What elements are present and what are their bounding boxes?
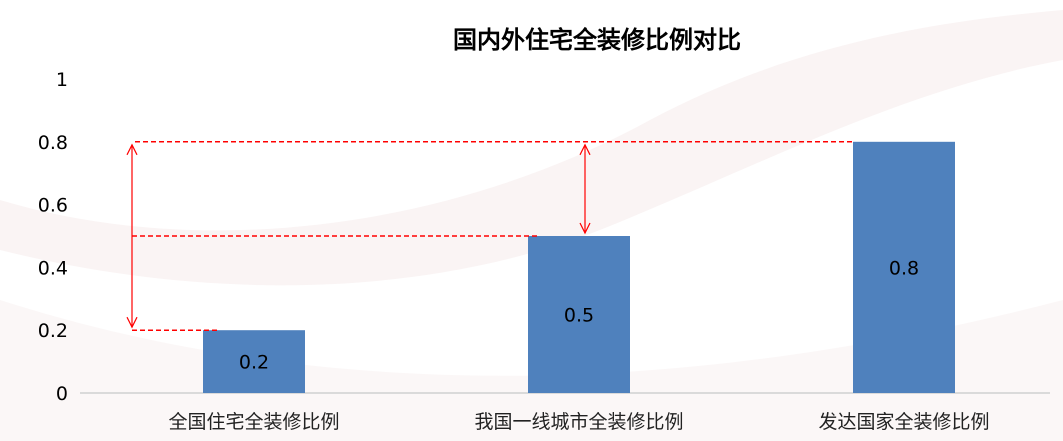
y-tick-label: 0 <box>56 383 68 405</box>
data-label: 0.8 <box>889 257 919 279</box>
bar <box>528 236 630 393</box>
category-label: 全国住宅全装修比例 <box>168 411 339 433</box>
arrow-head-down <box>579 222 591 235</box>
category-label: 我国一线城市全装修比例 <box>474 411 683 433</box>
data-label: 0.2 <box>239 352 269 374</box>
y-tick-label: 0.4 <box>38 257 68 279</box>
y-tick-label: 1 <box>56 69 68 91</box>
arrow-head-up <box>126 143 138 156</box>
bar <box>853 141 955 393</box>
double-arrow <box>126 143 138 329</box>
data-label: 0.5 <box>564 305 594 327</box>
double-arrow <box>579 143 591 235</box>
arrow-head-up <box>579 143 591 156</box>
category-label: 发达国家全装修比例 <box>818 411 989 433</box>
y-tick-label: 0.6 <box>38 195 68 217</box>
y-tick-label: 0.2 <box>38 320 68 342</box>
arrow-head-down <box>126 316 138 329</box>
bar <box>203 330 305 393</box>
chart-title: 国内外住宅全装修比例对比 <box>453 26 741 54</box>
y-tick-label: 0.8 <box>38 132 68 154</box>
